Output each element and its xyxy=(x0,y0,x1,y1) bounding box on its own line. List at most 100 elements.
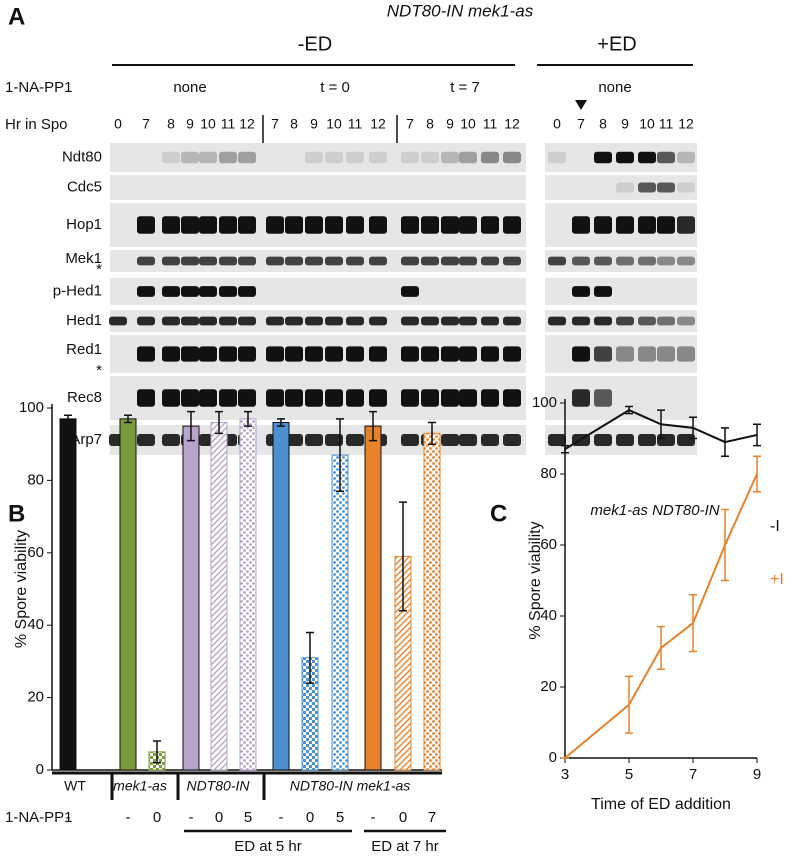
blot-band xyxy=(285,389,303,407)
blot-band xyxy=(238,256,256,266)
error-bar xyxy=(244,410,252,427)
row-marker: * xyxy=(96,261,102,278)
chart-title: mek1-as NDT80-IN xyxy=(590,502,719,519)
error-bar xyxy=(64,414,72,424)
blot-band xyxy=(325,216,343,234)
error-bar xyxy=(689,593,697,653)
group-label: NDT80-IN xyxy=(186,778,250,794)
blot-band xyxy=(266,389,284,407)
group-label: WT xyxy=(64,778,86,794)
blot-band xyxy=(266,316,284,326)
treatment-label: - xyxy=(66,809,71,826)
bar xyxy=(364,425,382,771)
blot-band xyxy=(459,216,477,234)
y-tick-label: 0 xyxy=(549,749,557,766)
blot-band xyxy=(266,346,284,362)
blot-band xyxy=(325,434,343,446)
treatment-label: - xyxy=(279,809,284,826)
blot-band xyxy=(548,316,566,326)
lane-label: 12 xyxy=(370,116,386,132)
lane-label: 9 xyxy=(621,116,629,132)
blot-band xyxy=(266,256,284,266)
blot-band xyxy=(638,346,656,362)
y-tick-label: 40 xyxy=(540,607,557,624)
treatment-label: 5 xyxy=(244,809,252,826)
blot-band xyxy=(219,389,237,407)
lane-label: 9 xyxy=(186,116,194,132)
blot-band xyxy=(503,346,521,362)
blot-band xyxy=(401,256,419,266)
lane-label: 8 xyxy=(290,116,298,132)
x-tick-label: 5 xyxy=(625,766,633,783)
bar xyxy=(59,418,77,771)
bar xyxy=(423,432,441,771)
blot-band xyxy=(369,346,387,362)
x-tick-label: 9 xyxy=(753,766,761,783)
blot-band xyxy=(677,256,695,266)
blot-title: NDT80-IN mek1-as xyxy=(387,1,534,20)
blot-band xyxy=(503,256,521,266)
blot-band xyxy=(657,182,675,193)
blot-band xyxy=(137,216,155,234)
blot-band xyxy=(421,389,439,407)
blot-band xyxy=(594,316,612,326)
blot-band xyxy=(638,256,656,266)
blot-band xyxy=(459,151,477,164)
row-marker: * xyxy=(96,362,102,379)
blot-band xyxy=(594,434,612,446)
blot-band xyxy=(421,256,439,266)
blot-band xyxy=(162,151,180,164)
series-label: +I xyxy=(770,571,784,588)
panel-label: C xyxy=(490,500,507,527)
blot-band xyxy=(572,316,590,326)
blot-band xyxy=(481,346,499,362)
condition-label: t = 0 xyxy=(320,79,350,96)
blot-band xyxy=(677,346,695,362)
blot-band xyxy=(401,316,419,326)
error-bar xyxy=(187,410,195,442)
blot-strip xyxy=(545,335,697,373)
lane-label: 8 xyxy=(599,116,607,132)
treatment-label: - xyxy=(126,809,131,826)
error-bar xyxy=(657,625,665,670)
blot-band xyxy=(219,256,237,266)
blot-band xyxy=(481,256,499,266)
blot-band xyxy=(238,286,256,297)
treatment-label: 0 xyxy=(306,809,314,826)
blot-band xyxy=(572,346,590,362)
blot-band xyxy=(677,182,695,193)
blot-band xyxy=(548,256,566,266)
blot-band xyxy=(441,434,459,446)
lane-label: 11 xyxy=(659,116,674,132)
blot-band xyxy=(503,151,521,164)
blot-band xyxy=(199,389,217,407)
blot-band xyxy=(459,434,477,446)
lane-label: 7 xyxy=(406,116,414,132)
blot-band xyxy=(346,434,364,446)
blot-band xyxy=(638,216,656,234)
y-tick-label: 60 xyxy=(27,544,44,561)
x-axis-label: Time of ED addition xyxy=(591,796,731,813)
bracket-label: ED at 5 hr xyxy=(234,838,302,855)
blot-band xyxy=(305,151,323,164)
blot-band xyxy=(503,434,521,446)
lane-label: 0 xyxy=(114,116,122,132)
blot-band xyxy=(137,346,155,362)
blot-band xyxy=(594,286,612,297)
lane-label: 12 xyxy=(678,116,694,132)
row-label: Rec8 xyxy=(67,389,102,406)
blot-band xyxy=(421,151,439,164)
treatment-label: 1-NA-PP1 xyxy=(5,809,73,826)
lane-label: 11 xyxy=(483,116,498,132)
error-bar xyxy=(369,410,377,442)
condition-label: none xyxy=(173,79,206,96)
blot-band xyxy=(441,151,459,164)
blot-band xyxy=(459,346,477,362)
blot-band xyxy=(638,434,656,446)
blot-band xyxy=(369,316,387,326)
row-label: Ndt80 xyxy=(62,148,102,165)
blot-band xyxy=(285,256,303,266)
error-bar xyxy=(625,405,633,415)
lane-label: 10 xyxy=(326,116,342,132)
blot-band xyxy=(199,216,217,234)
